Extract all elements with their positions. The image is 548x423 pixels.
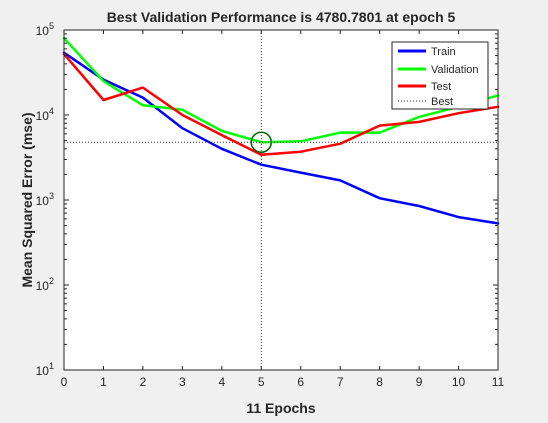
x-axis-label: 11 Epochs (246, 400, 315, 416)
y-tick-label: 103 (36, 191, 54, 208)
x-tick-label: 2 (140, 375, 147, 389)
best-marker-layer (64, 30, 498, 370)
y-tick-label: 104 (36, 106, 54, 123)
legend-label-validation: Validation (431, 64, 479, 76)
x-tick-label: 8 (376, 375, 383, 389)
x-tick-label: 4 (218, 375, 225, 389)
y-tick-label: 105 (36, 21, 54, 38)
x-tick-label: 0 (61, 375, 68, 389)
y-tick-label: 102 (36, 276, 54, 293)
series-line-train (62, 51, 500, 225)
x-tick-label: 1 (100, 375, 107, 389)
x-tick-label: 3 (179, 375, 186, 389)
x-tick-label: 7 (337, 375, 344, 389)
series-line-test (62, 52, 500, 157)
x-tick-label: 6 (297, 375, 304, 389)
legend-box (391, 41, 489, 110)
tick-layer: 0 1 2 3 4 5 6 7 8 9 10 11 101 102 103 104 105 (36, 21, 505, 389)
x-tick-label: 9 (416, 375, 423, 389)
legend-label-train: Train (431, 46, 456, 58)
x-tick-label: 11 (492, 375, 505, 389)
legend: Train Validation Test Best (391, 41, 489, 110)
y-axis-label: Mean Squared Error (mse) (19, 112, 35, 287)
x-tick-label: 10 (452, 375, 466, 389)
y-tick-label: 101 (36, 361, 54, 378)
best-point-marker (250, 131, 273, 153)
x-tick-label: 5 (258, 375, 265, 389)
legend-label-best: Best (431, 96, 453, 108)
legend-label-test: Test (431, 81, 451, 93)
chart-title: Best Validation Performance is 4780.7801… (107, 9, 456, 25)
